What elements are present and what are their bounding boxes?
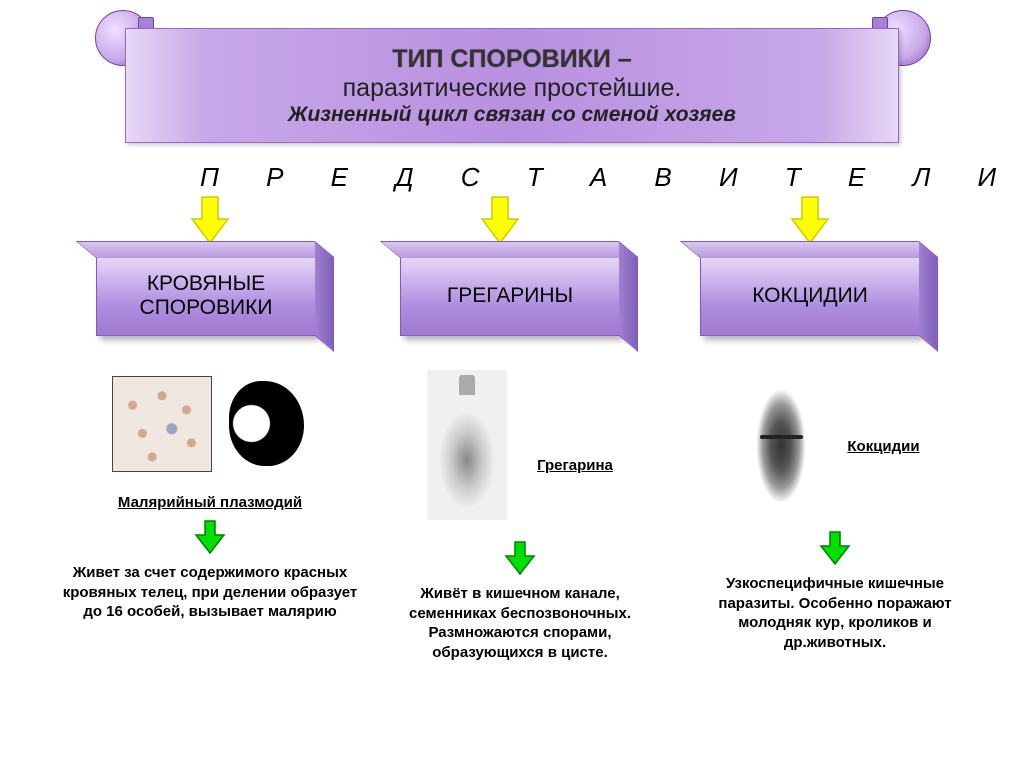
image-malaria-blood-smear — [112, 376, 212, 472]
caption-gregarine: Грегарина — [537, 457, 613, 474]
green-arrow-icon — [817, 530, 853, 566]
column-blood-sporozoans: Малярийный плазмодий Живет за счет содер… — [60, 376, 360, 622]
title-banner: ТИП СПОРОВИКИ – паразитические простейши… — [125, 28, 899, 143]
category-box-1: ГРЕГАРИНЫ — [400, 256, 620, 336]
description-coccidia: Узкоспецифичные кишечные паразиты. Особе… — [690, 574, 980, 652]
caption-malaria: Малярийный плазмодий — [60, 494, 360, 511]
image-coccidia — [750, 376, 812, 516]
description-malaria: Живет за счет содержимого красных кровян… — [60, 563, 360, 622]
category-label: КРОВЯНЫЕСПОРОВИКИ — [140, 272, 273, 320]
column-coccidia: Кокцидии Узкоспецифичные кишечные парази… — [690, 376, 980, 652]
description-gregarine: Живёт в кишечном канале, семенниках бесп… — [380, 584, 660, 662]
image-malaria-parasite — [220, 376, 308, 476]
section-label: П Р Е Д С Т А В И Т Е Л И — [200, 162, 1016, 193]
banner-lifecycle: Жизненный цикл связан со сменой хозяев — [288, 103, 736, 127]
category-label: ГРЕГАРИНЫ — [447, 284, 573, 308]
banner-subtitle: паразитические простейшие. — [343, 74, 682, 103]
green-arrow-icon — [192, 519, 228, 555]
yellow-arrow-icon — [190, 195, 230, 245]
category-box-2: КОКЦИДИИ — [700, 256, 920, 336]
green-arrow-icon — [502, 540, 538, 576]
category-box-0: КРОВЯНЫЕСПОРОВИКИ — [96, 256, 316, 336]
yellow-arrow-icon — [480, 195, 520, 245]
banner-title: ТИП СПОРОВИКИ – — [392, 45, 632, 74]
caption-coccidia: Кокцидии — [847, 438, 919, 455]
category-label: КОКЦИДИИ — [752, 284, 868, 308]
image-gregarine — [427, 370, 507, 520]
yellow-arrow-icon — [790, 195, 830, 245]
column-gregarines: Грегарина Живёт в кишечном канале, семен… — [380, 370, 660, 662]
